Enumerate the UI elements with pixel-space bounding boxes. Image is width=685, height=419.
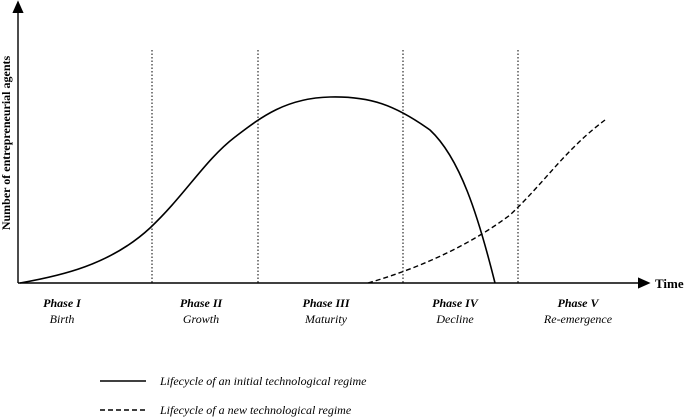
phase-2-name: Phase II xyxy=(180,296,224,310)
phase-1-name: Phase I xyxy=(43,296,82,310)
phase-3-label: Maturity xyxy=(304,312,348,326)
phase-5-name: Phase V xyxy=(557,296,599,310)
phase-2: Phase II Growth xyxy=(180,296,224,326)
y-axis-label: Number of entrepreneurial agents xyxy=(0,56,13,231)
phase-5: Phase V Re-emergence xyxy=(543,296,613,326)
legend-initial-regime-label: Lifecycle of an initial technological re… xyxy=(159,374,367,388)
x-axis-label: Time xyxy=(655,276,684,291)
phase-5-label: Re-emergence xyxy=(543,312,613,326)
phase-4: Phase IV Decline xyxy=(432,296,479,326)
phase-1: Phase I Birth xyxy=(43,296,82,326)
phase-1-label: Birth xyxy=(50,312,75,326)
legend: Lifecycle of an initial technological re… xyxy=(100,374,367,417)
new-regime-curve xyxy=(367,119,606,284)
phase-4-name: Phase IV xyxy=(432,296,479,310)
phase-3: Phase III Maturity xyxy=(302,296,350,326)
initial-regime-curve xyxy=(19,96,496,284)
phase-2-label: Growth xyxy=(183,312,219,326)
phase-4-label: Decline xyxy=(435,312,474,326)
phase-3-name: Phase III xyxy=(302,296,350,310)
legend-new-regime-label: Lifecycle of a new technological regime xyxy=(159,403,352,417)
